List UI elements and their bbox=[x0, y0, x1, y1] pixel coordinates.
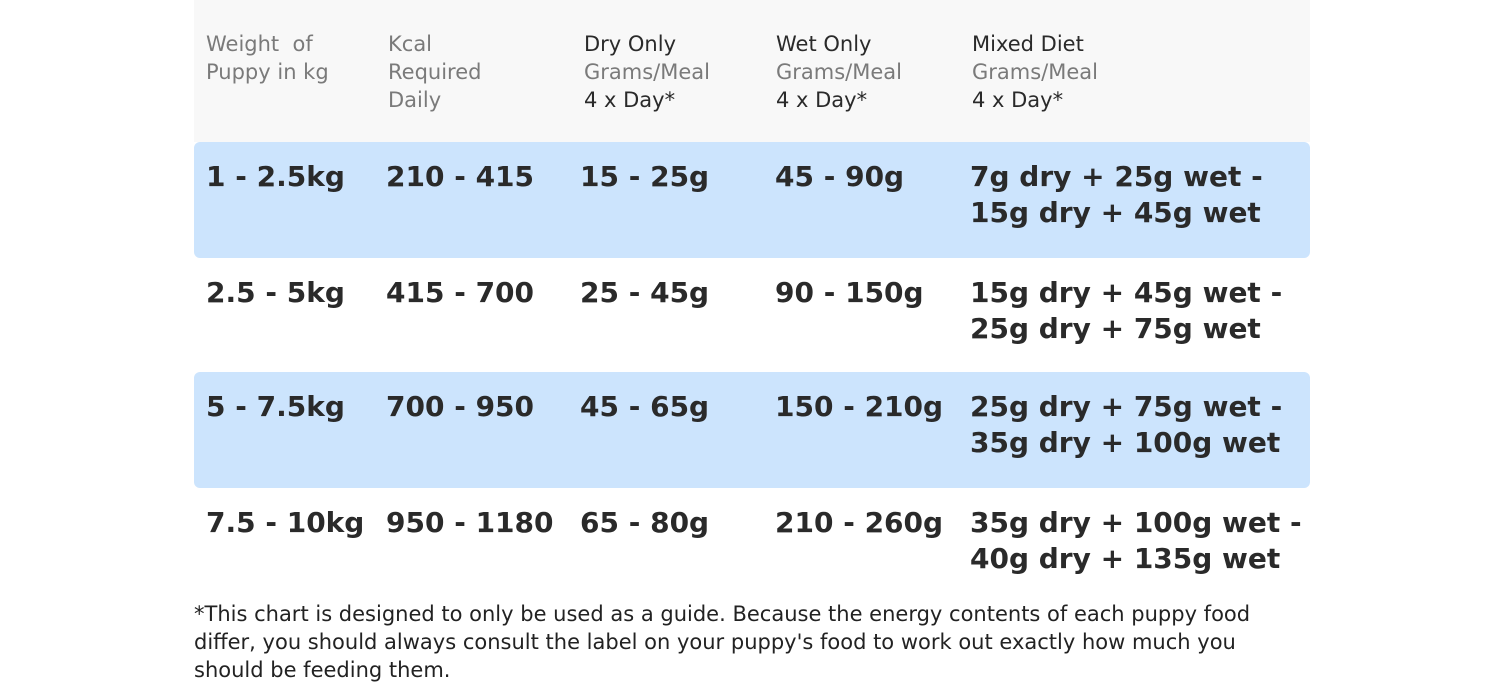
table-header bbox=[194, 0, 1310, 142]
header-text: Daily bbox=[388, 88, 442, 112]
table-cell: 1 - 2.5kg bbox=[206, 160, 345, 193]
header-text: Dry Only bbox=[584, 32, 677, 56]
header-text: Grams/Meal bbox=[584, 60, 710, 84]
table-cell: 210 - 415 bbox=[386, 160, 535, 193]
header-text: Wet Only bbox=[776, 32, 872, 56]
table-cell: 950 - 1180 bbox=[386, 506, 554, 539]
header-text: 4 x Day* bbox=[776, 88, 868, 112]
table-cell: 150 - 210g bbox=[775, 390, 944, 423]
header-text: Grams/Meal bbox=[972, 60, 1098, 84]
table-cell: 15g dry + 45g wet - bbox=[970, 276, 1283, 309]
table-cell: 15 - 25g bbox=[580, 160, 710, 193]
table-cell: 415 - 700 bbox=[386, 276, 535, 309]
table-cell: 25g dry + 75g wet - bbox=[970, 390, 1283, 423]
header-text: Grams/Meal bbox=[776, 60, 902, 84]
table-row bbox=[194, 372, 1310, 488]
table-cell: 2.5 - 5kg bbox=[206, 276, 345, 309]
table-cell: 25 - 45g bbox=[580, 276, 710, 309]
table-cell: 35g dry + 100g wet bbox=[970, 426, 1281, 459]
table-cell: 25g dry + 75g wet bbox=[970, 312, 1261, 345]
table-cell: 5 - 7.5kg bbox=[206, 390, 345, 423]
header-text: Weight of bbox=[206, 32, 313, 56]
table-row bbox=[194, 142, 1310, 258]
table-cell: 35g dry + 100g wet - bbox=[970, 506, 1302, 539]
header-text: 4 x Day* bbox=[972, 88, 1064, 112]
footnote: *This chart is designed to only be used … bbox=[194, 602, 1251, 682]
table-cell: 7.5 - 10kg bbox=[206, 506, 365, 539]
table-cell: 15g dry + 45g wet bbox=[970, 196, 1261, 229]
table-cell: 45 - 90g bbox=[775, 160, 905, 193]
table-cell: 700 - 950 bbox=[386, 390, 535, 423]
table-cell: 7g dry + 25g wet - bbox=[970, 160, 1263, 193]
header-text: Mixed Diet bbox=[972, 32, 1084, 56]
header-text: Required bbox=[388, 60, 482, 84]
table-cell: 210 - 260g bbox=[775, 506, 944, 539]
table-cell: 45 - 65g bbox=[580, 390, 710, 423]
header-text: Kcal bbox=[388, 32, 433, 56]
header-text: 4 x Day* bbox=[584, 88, 676, 112]
table-cell: 40g dry + 135g wet bbox=[970, 542, 1281, 575]
header-text: Puppy in kg bbox=[206, 60, 329, 84]
table-cell: 65 - 80g bbox=[580, 506, 710, 539]
table-cell: 90 - 150g bbox=[775, 276, 924, 309]
